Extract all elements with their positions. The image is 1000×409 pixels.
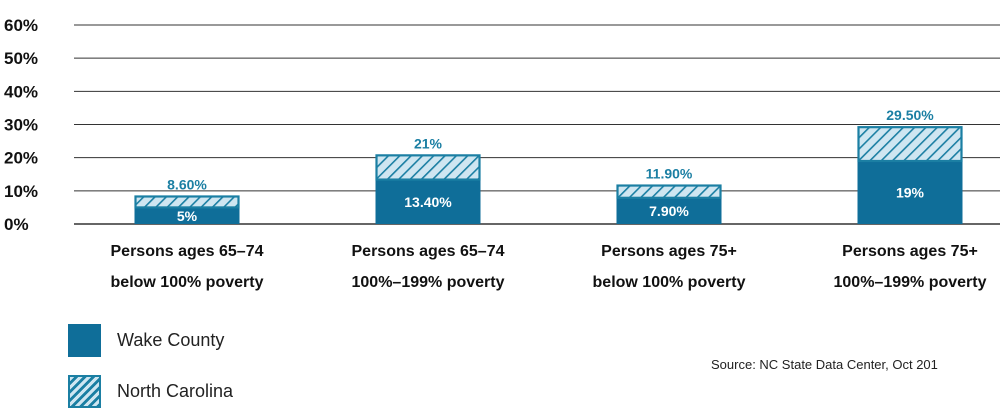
- legend-item-north-carolina: North Carolina: [68, 375, 233, 408]
- data-label-north-carolina: 21%: [414, 135, 443, 151]
- category-label-line: Persons ages 65–74: [352, 243, 505, 260]
- y-tick-label: 20%: [4, 149, 38, 168]
- data-label-wake-county: 13.40%: [404, 194, 452, 210]
- bar-wake-county: [375, 179, 481, 224]
- source-note: Source: NC State Data Center, Oct 201: [711, 357, 938, 372]
- y-tick-label: 0%: [4, 215, 29, 234]
- y-tick-label: 30%: [4, 116, 38, 135]
- category-label-line: Persons ages 75+: [842, 243, 978, 260]
- bar-wake-county: [134, 207, 240, 224]
- category-label-line: Persons ages 75+: [601, 243, 737, 260]
- y-tick-label: 10%: [4, 182, 38, 201]
- data-label-north-carolina: 29.50%: [886, 107, 934, 123]
- bar-wake-county: [616, 197, 722, 224]
- bar-north-carolina: [375, 154, 481, 181]
- chart: 0% 10% 20% 30% 40% 50% 60% 5% 8.60% 13.40% 21% 7.9…: [4, 16, 1000, 291]
- bar-north-carolina: [616, 184, 722, 199]
- bar-wake-county: [857, 160, 963, 224]
- bars: [134, 126, 963, 224]
- y-tick-label: 40%: [4, 82, 38, 101]
- data-label-north-carolina: 8.60%: [167, 176, 207, 192]
- data-label-north-carolina: 11.90%: [646, 166, 693, 182]
- category-label-line: below 100% poverty: [593, 274, 746, 291]
- legend-item-wake-county: Wake County: [68, 324, 224, 357]
- bar-north-carolina: [134, 195, 240, 209]
- category-label-line: Persons ages 65–74: [111, 243, 264, 260]
- y-tick-label: 60%: [4, 16, 38, 35]
- legend-swatch-north-carolina: [68, 375, 101, 408]
- bar-north-carolina: [857, 126, 963, 163]
- gridlines: [74, 24, 1000, 225]
- data-label-wake-county: 19%: [896, 184, 925, 200]
- data-labels: 5% 8.60% 13.40% 21% 7.90% 11.90% 19% 29.50%: [167, 107, 934, 224]
- category-label-line: 100%–199% poverty: [352, 274, 505, 291]
- data-label-wake-county: 7.90%: [649, 203, 689, 219]
- category-label-line: below 100% poverty: [111, 274, 264, 291]
- legend-swatch-wake-county: [68, 324, 101, 357]
- y-axis-ticks: 0% 10% 20% 30% 40% 50% 60%: [4, 16, 38, 234]
- category-labels: Persons ages 65–74 below 100% poverty Pers…: [111, 243, 987, 291]
- category-label-line: 100%–199% poverty: [834, 274, 987, 291]
- legend-label-wake-county: Wake County: [117, 330, 225, 350]
- data-label-wake-county: 5%: [177, 208, 198, 224]
- legend-label-north-carolina: North Carolina: [117, 381, 234, 401]
- y-tick-label: 50%: [4, 49, 38, 68]
